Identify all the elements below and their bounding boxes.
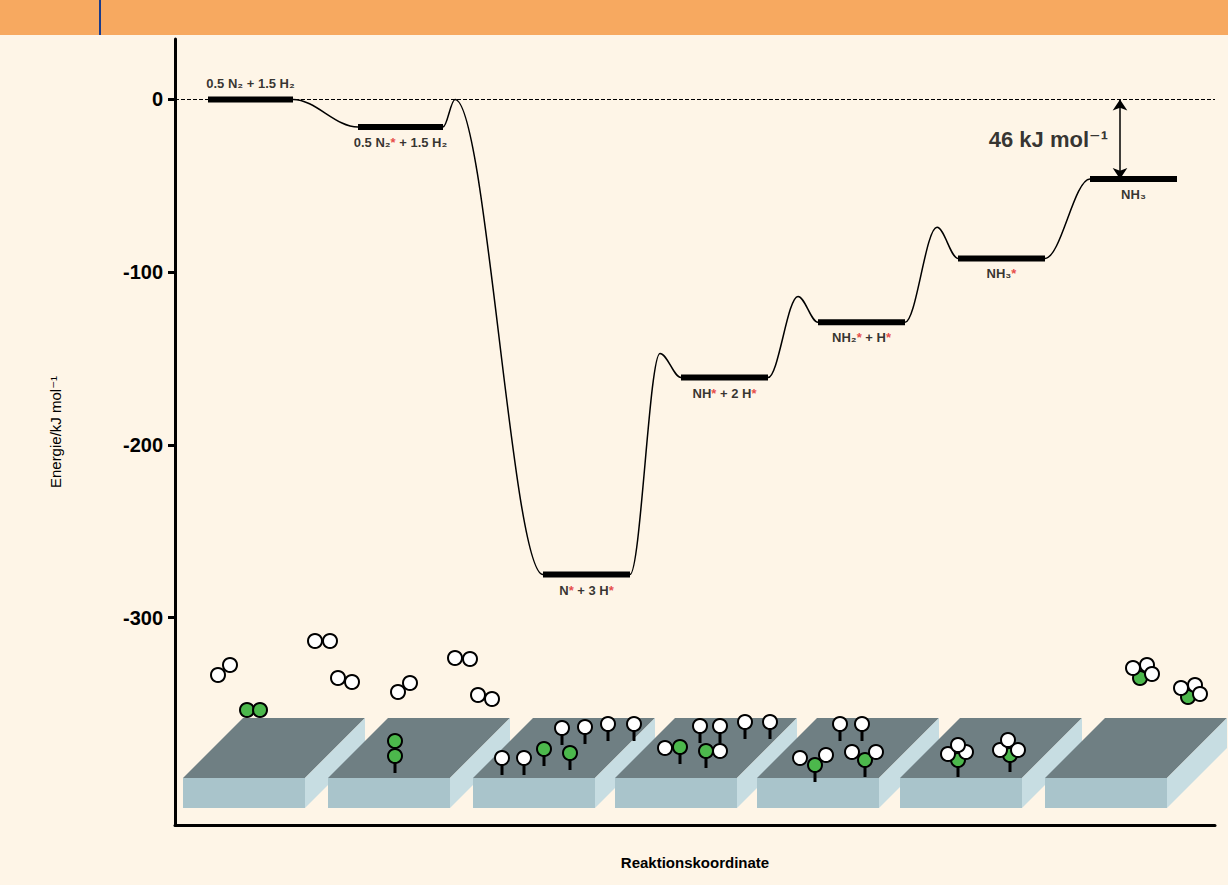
svg-text:+ 3 H: + 3 H xyxy=(574,583,609,598)
svg-text:Reaktionskoordinate: Reaktionskoordinate xyxy=(621,854,769,871)
svg-text:NH: NH xyxy=(693,386,712,401)
svg-text:+ 2 H: + 2 H xyxy=(716,386,751,401)
svg-text:+ H: + H xyxy=(862,330,886,345)
svg-text:Energie/kJ mol⁻¹: Energie/kJ mol⁻¹ xyxy=(47,376,64,488)
svg-text:NH₃: NH₃ xyxy=(1121,187,1146,202)
svg-text:0: 0 xyxy=(152,88,163,110)
svg-text:-200: -200 xyxy=(123,434,163,456)
svg-text:+ 1.5 H₂: + 1.5 H₂ xyxy=(396,135,448,150)
svg-text:NH₂: NH₂ xyxy=(832,330,857,345)
svg-text:0.5 N₂ + 1.5 H₂: 0.5 N₂ + 1.5 H₂ xyxy=(206,76,295,91)
svg-text:*: * xyxy=(609,583,615,598)
svg-text:46 kJ mol⁻¹: 46 kJ mol⁻¹ xyxy=(989,127,1108,152)
svg-text:*: * xyxy=(751,386,757,401)
svg-text:*: * xyxy=(886,330,892,345)
svg-text:N: N xyxy=(559,583,568,598)
svg-text:-100: -100 xyxy=(123,261,163,283)
svg-text:0.5 N₂: 0.5 N₂ xyxy=(354,135,391,150)
svg-text:-300: -300 xyxy=(123,607,163,629)
svg-text:NH₃: NH₃ xyxy=(987,266,1012,281)
svg-text:*: * xyxy=(1011,266,1017,281)
